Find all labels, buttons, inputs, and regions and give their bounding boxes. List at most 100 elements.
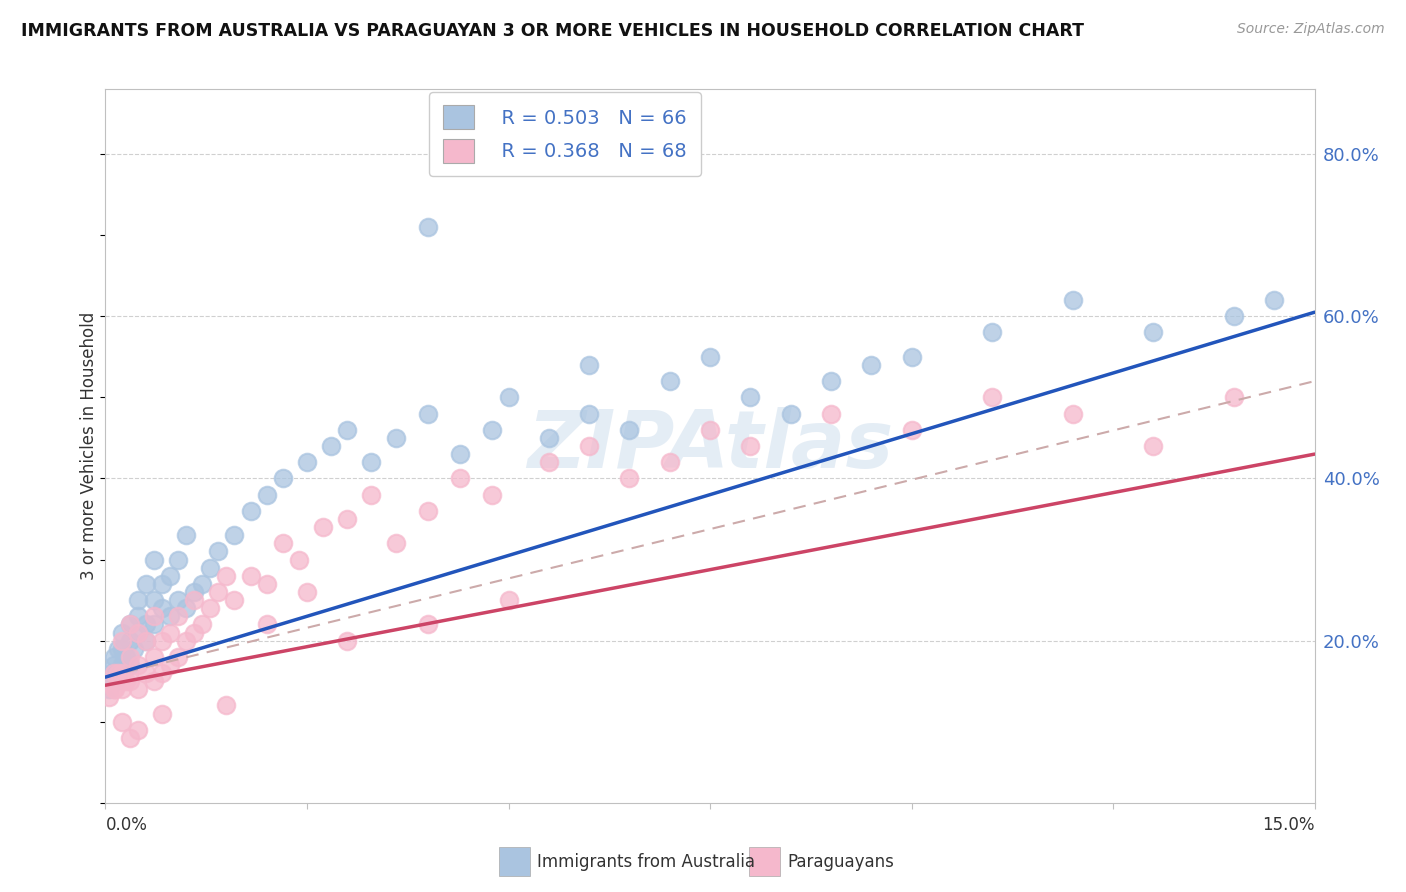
Point [159,609,181,624]
Point [118,674,141,689]
Text: Paraguayans: Paraguayans [787,853,894,871]
Point [104,674,127,689]
Point [360,488,382,502]
Point [416,504,439,518]
Point [239,504,262,518]
Point [578,358,600,372]
Point [200,601,222,615]
Point [537,431,560,445]
Point [360,455,382,469]
Point [820,374,842,388]
Point [118,657,141,672]
Point [110,682,132,697]
Point [191,617,214,632]
Point [150,706,173,721]
Point [118,633,141,648]
Point [167,552,190,566]
Point [159,625,181,640]
Point [740,439,762,453]
Point [98,682,121,697]
Point [107,666,129,681]
Point [167,609,190,624]
Point [103,649,125,664]
Point [159,568,181,582]
Text: 0.0%: 0.0% [105,816,148,834]
Point [110,666,132,681]
Point [110,633,132,648]
Point [150,577,173,591]
Point [1223,310,1246,324]
Point [271,536,294,550]
Point [174,528,197,542]
Point [699,423,721,437]
Point [127,625,149,640]
Point [127,682,149,697]
Point [142,609,165,624]
Point [449,447,471,461]
Point [142,593,165,607]
Point [110,625,132,640]
Point [127,723,149,737]
Point [1062,293,1084,307]
Point [384,536,406,550]
Point [207,544,229,558]
Point [118,649,141,664]
Point [578,407,600,421]
Point [658,455,681,469]
Point [118,731,141,745]
Point [295,455,318,469]
Point [1223,390,1246,404]
Point [191,577,214,591]
Point [239,568,262,582]
Point [135,633,157,648]
Point [135,666,157,681]
Point [103,682,125,697]
Point [142,674,165,689]
Point [981,390,1004,404]
Point [110,714,132,729]
Point [150,601,173,615]
Point [107,666,129,681]
Point [740,390,762,404]
Point [900,350,922,364]
Point [142,649,165,664]
Point [321,439,343,453]
Point [167,593,190,607]
Point [416,407,439,421]
Point [118,617,141,632]
Point [224,593,246,607]
Y-axis label: 3 or more Vehicles in Household: 3 or more Vehicles in Household [80,312,98,580]
Point [498,390,520,404]
Point [127,657,149,672]
Point [619,471,641,485]
Point [114,649,136,664]
Text: IMMIGRANTS FROM AUSTRALIA VS PARAGUAYAN 3 OR MORE VEHICLES IN HOUSEHOLD CORRELAT: IMMIGRANTS FROM AUSTRALIA VS PARAGUAYAN … [21,22,1084,40]
Point [820,407,842,421]
Point [295,585,318,599]
Legend:   R = 0.503   N = 66,   R = 0.368   N = 68: R = 0.503 N = 66, R = 0.368 N = 68 [429,92,700,177]
Point [118,617,141,632]
Point [174,633,197,648]
Point [122,641,145,656]
Text: 15.0%: 15.0% [1263,816,1315,834]
Point [1142,439,1164,453]
Point [312,520,335,534]
Point [619,423,641,437]
Point [167,649,190,664]
Point [101,674,124,689]
Point [207,585,229,599]
Point [498,593,520,607]
Point [135,617,157,632]
Point [779,407,801,421]
Point [183,585,205,599]
Point [114,674,136,689]
Point [658,374,681,388]
Point [1263,293,1285,307]
Point [1142,326,1164,340]
Point [1062,407,1084,421]
Point [860,358,883,372]
Point [288,552,311,566]
Point [537,455,560,469]
Point [384,431,406,445]
Point [215,568,238,582]
